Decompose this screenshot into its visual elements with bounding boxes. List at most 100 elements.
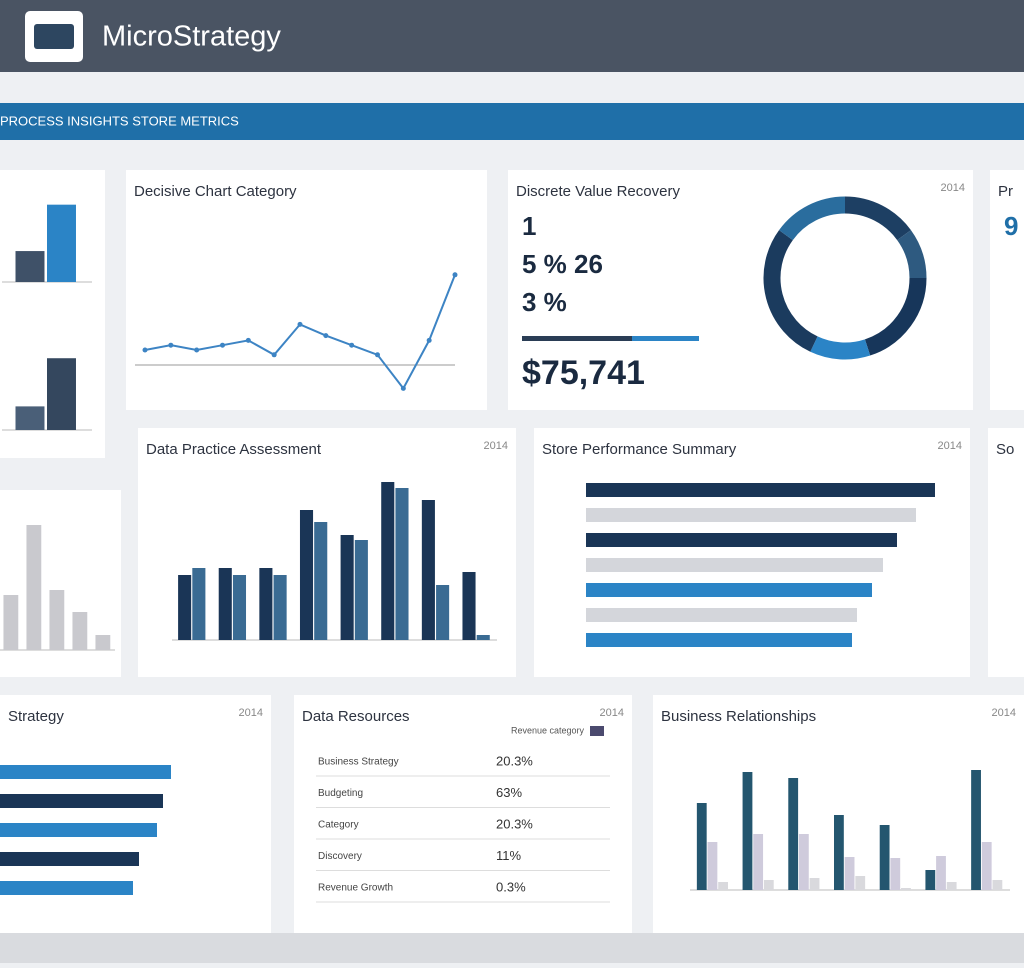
kpi: 9 [1004, 211, 1018, 241]
panel-tag: 2014 [239, 707, 263, 719]
kpi: 1 [522, 211, 536, 241]
panel-title: Store Performance Summary [542, 441, 737, 458]
bar [992, 880, 1003, 890]
bar [707, 842, 718, 890]
bar [47, 358, 76, 430]
panel-title: Pr [998, 183, 1013, 200]
banner [0, 103, 1024, 140]
point [271, 352, 277, 358]
panel-tag: 2014 [600, 707, 624, 719]
donut-segment [763, 230, 818, 352]
panel-title: Data Practice Assessment [146, 441, 322, 458]
bar [971, 770, 981, 890]
bar [15, 251, 45, 282]
donut-segment [896, 230, 927, 279]
bar [901, 888, 911, 890]
bar [696, 803, 707, 890]
bar [763, 880, 774, 890]
row-label: Business Strategy [318, 757, 399, 768]
row-value: 0.3% [496, 879, 526, 894]
bar [981, 842, 992, 890]
bar [15, 406, 45, 430]
donut-segment [779, 196, 846, 241]
point [349, 342, 355, 348]
panel [988, 428, 1024, 677]
panel [126, 170, 487, 410]
row-value: 63% [496, 785, 522, 800]
bar [855, 876, 866, 890]
bar [718, 882, 729, 890]
point [426, 337, 432, 343]
point [142, 347, 148, 353]
panel [653, 695, 1024, 933]
panel-tag: 2014 [484, 440, 508, 452]
bar [273, 575, 287, 640]
bar [586, 483, 935, 497]
bar [0, 794, 163, 808]
bar [178, 575, 192, 640]
logo-icon [34, 24, 74, 49]
panel [0, 695, 271, 933]
panel-tag: 2014 [941, 182, 965, 194]
bar [936, 856, 946, 890]
bar [879, 825, 890, 890]
bar [742, 772, 753, 890]
row-label: Budgeting [318, 788, 363, 799]
row-value: 11% [496, 848, 521, 863]
footer [0, 933, 1024, 963]
point [245, 337, 251, 343]
bar [436, 585, 450, 640]
bar [218, 568, 232, 640]
kpi: 5 % 26 [522, 249, 603, 279]
panel-title: Decisive Chart Category [134, 183, 297, 200]
panel-tag: 2014 [938, 440, 962, 452]
bar [299, 510, 314, 640]
bar [946, 882, 957, 890]
progress [632, 336, 699, 341]
point [297, 321, 303, 327]
bar [925, 870, 936, 890]
row-value: 20.3% [496, 816, 533, 831]
bar [0, 881, 133, 895]
bar [3, 595, 19, 650]
bar [421, 500, 435, 640]
row-label: Category [318, 820, 359, 831]
bar [844, 857, 855, 890]
bar [49, 590, 65, 650]
panel [294, 695, 632, 933]
bar [381, 482, 395, 640]
donut-segment [844, 196, 911, 241]
bar [798, 834, 809, 890]
donut-segment [810, 336, 871, 360]
bar [586, 558, 883, 572]
donut-segment [864, 277, 927, 356]
point [400, 385, 406, 391]
panel [508, 170, 973, 410]
bar [95, 635, 111, 650]
bar [788, 778, 799, 890]
panel-title: Strategy [8, 708, 64, 725]
panel [990, 170, 1024, 410]
bar [395, 488, 409, 640]
panel-tag: 2014 [992, 707, 1016, 719]
point [220, 342, 225, 348]
banner-title: PROCESS INSIGHTS STORE METRICS [0, 113, 239, 128]
point [194, 347, 200, 353]
panel-title: Data Resources [302, 708, 410, 725]
bar [586, 533, 897, 547]
progress [522, 336, 632, 341]
row-value: 20.3% [496, 753, 533, 768]
bar [809, 878, 820, 890]
bar [586, 583, 872, 597]
bar [890, 858, 901, 890]
bar [47, 204, 76, 282]
point [452, 272, 458, 278]
bar [259, 568, 273, 640]
bar [586, 608, 857, 622]
bar [0, 852, 139, 866]
kpi-big: $75,741 [522, 354, 645, 392]
bar [72, 612, 88, 650]
point [375, 352, 380, 358]
panel-title: So [996, 441, 1014, 458]
